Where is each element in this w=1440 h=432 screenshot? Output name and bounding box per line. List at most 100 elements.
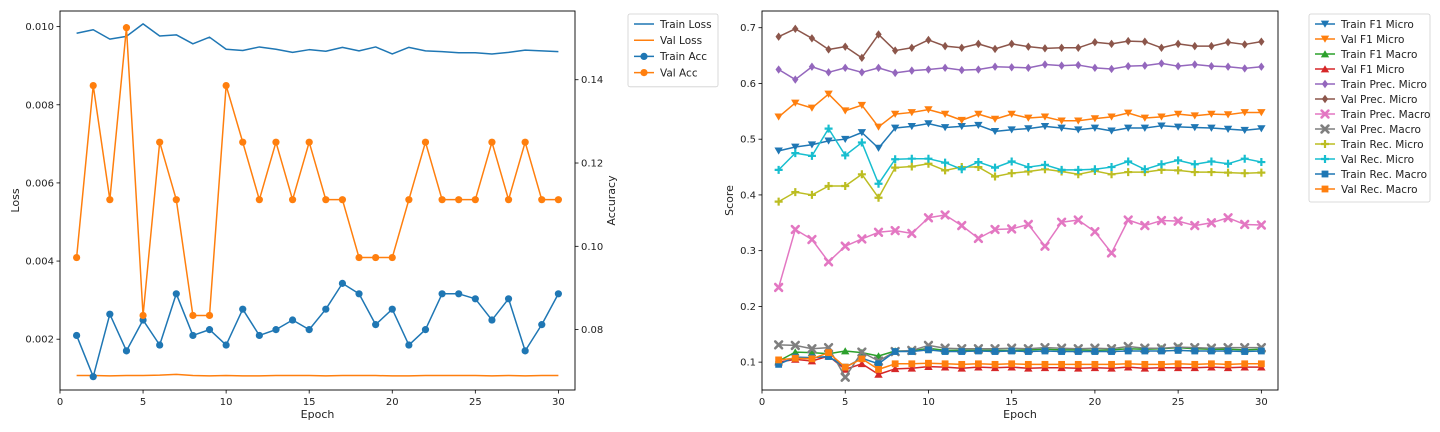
- left-chart-point-val-acc: [272, 138, 280, 146]
- left-chart-x-tick-label: 20: [386, 397, 399, 408]
- right-chart-point-train-f1-micro: [1007, 126, 1016, 134]
- right-chart-point-val-prec-macro: [773, 340, 784, 350]
- right-chart-point-val-prec-macro: [790, 340, 800, 351]
- left-chart-y-axis-label: Loss: [9, 188, 22, 212]
- right-chart-point-train-rec-macro: [1024, 348, 1032, 355]
- right-chart-point-val-rec-micro: [891, 155, 900, 164]
- right-chart-point-train-f1-micro: [1074, 126, 1083, 134]
- right-chart-y-tick-label: 0.1: [740, 358, 756, 369]
- right-chart-point-val-rec-macro: [908, 360, 916, 368]
- left-chart-legend-box: [627, 13, 719, 88]
- right-chart-point-train-prec-macro: [1040, 241, 1050, 251]
- right-chart-point-val-f1-micro: [1090, 115, 1100, 123]
- left-chart-series-val-loss: [76, 373, 559, 377]
- right-chart-point-val-rec-micro: [991, 163, 1000, 172]
- right-chart-point-val-f1-micro: [1223, 111, 1233, 119]
- right-chart-point-val-prec-micro: [1158, 43, 1165, 52]
- left-chart-point-val-acc: [488, 138, 496, 146]
- left-chart-point-val-acc: [538, 196, 546, 204]
- left-chart-legend-entry-val-loss: Val Loss: [634, 35, 702, 47]
- right-chart-point-val-prec-micro: [1008, 39, 1015, 49]
- right-chart-point-train-prec-macro: [957, 220, 967, 231]
- right-chart-point-train-rec-macro: [1074, 348, 1082, 355]
- left-chart-legend-label: Train Loss: [659, 19, 712, 31]
- right-chart-frame: [761, 10, 1279, 391]
- left-chart-point-val-acc: [521, 138, 529, 146]
- score-legend: Train F1 Micro Val F1 Micro Train F1 Macro…: [1308, 13, 1430, 203]
- left-chart-point-val-acc: [156, 138, 164, 146]
- right-chart-point-train-rec-micro: [774, 197, 783, 206]
- right-chart-point-val-rec-micro: [1007, 157, 1016, 166]
- right-chart-point-train-prec-micro: [1258, 62, 1265, 71]
- right-chart-x-tick-label: 10: [922, 397, 935, 408]
- left-chart-point-val-acc: [172, 196, 180, 204]
- right-chart-point-val-f1-micro: [874, 370, 883, 378]
- left-chart-x-tick-label: 0: [57, 397, 63, 408]
- right-chart-point-train-f1-micro: [791, 143, 800, 151]
- right-chart-legend-marker: [1321, 185, 1329, 193]
- right-chart-legend-entry-val-prec-micro: Val Prec. Micro: [1315, 94, 1417, 106]
- right-chart-point-train-prec-micro: [1224, 62, 1232, 71]
- left-chart-point-val-acc: [89, 81, 97, 90]
- right-chart-point-train-rec-macro: [925, 346, 932, 354]
- right-chart-point-train-f1-micro: [1223, 125, 1233, 133]
- right-chart-point-val-prec-micro: [1258, 37, 1265, 46]
- left-chart-series-train-loss: [76, 23, 559, 55]
- left-chart-y-tick-label: 0.006: [25, 178, 54, 189]
- right-chart-point-train-prec-macro: [1090, 227, 1100, 237]
- right-chart-point-val-f1-micro: [957, 364, 966, 372]
- right-chart-point-val-prec-micro: [1125, 36, 1132, 46]
- right-chart-point-train-rec-macro: [991, 348, 999, 355]
- right-chart-point-val-prec-micro: [1058, 43, 1065, 52]
- left-chart-point-train-acc: [438, 290, 446, 298]
- left-chart-y-tick-label: 0.002: [25, 335, 54, 346]
- left-chart-point-train-acc: [338, 279, 347, 287]
- right-chart-point-train-f1-macro: [791, 348, 800, 356]
- right-chart-point-train-prec-micro: [1008, 63, 1015, 72]
- right-chart-point-train-prec-micro: [1158, 59, 1165, 68]
- right-chart-point-val-rec-macro: [925, 359, 932, 367]
- right-chart-point-val-rec-macro: [974, 360, 982, 368]
- right-chart-point-train-rec-micro: [1257, 168, 1266, 177]
- left-chart-point-val-acc: [305, 138, 313, 146]
- left-chart-point-val-acc: [239, 138, 247, 146]
- right-chart-point-train-rec-micro: [1007, 169, 1016, 178]
- right-chart-point-val-f1-micro: [924, 106, 933, 114]
- right-chart-point-val-f1-micro: [907, 364, 917, 372]
- right-chart-point-train-prec-macro: [1106, 248, 1117, 258]
- right-chart-point-train-rec-macro: [825, 353, 832, 360]
- right-chart-point-val-rec-micro: [1190, 160, 1199, 169]
- right-chart-point-val-rec-macro: [791, 354, 799, 362]
- right-chart-point-train-prec-micro: [908, 66, 915, 75]
- left-chart-point-train-acc: [554, 290, 562, 298]
- right-chart-line-train-prec-micro: [778, 62, 1262, 81]
- right-chart-point-val-rec-macro: [1024, 360, 1032, 368]
- right-chart-point-val-rec-macro: [808, 355, 816, 363]
- left-chart-point-val-acc: [338, 196, 347, 204]
- right-chart-point-val-rec-micro: [1090, 165, 1099, 174]
- right-chart-legend-entry-train-prec-macro: Train Prec. Macro: [1315, 109, 1430, 121]
- right-chart-y-tick-label: 0.5: [740, 135, 756, 146]
- left-chart-point-val-acc: [106, 196, 114, 204]
- right-chart-point-train-prec-micro: [1141, 61, 1148, 70]
- loss-accuracy-legend: Train Loss Val Loss Train Acc Val Acc: [627, 13, 719, 88]
- right-chart-legend-entry-val-prec-macro: Val Prec. Macro: [1315, 124, 1421, 136]
- right-chart-y-tick-label: 0.3: [740, 246, 756, 257]
- right-chart-point-train-prec-micro: [925, 65, 932, 74]
- right-chart-point-train-f1-micro: [1157, 122, 1166, 130]
- right-chart-point-val-f1-micro: [1107, 364, 1116, 372]
- right-chart-x-tick-label: 0: [759, 397, 765, 408]
- right-chart-point-train-prec-micro: [991, 62, 999, 71]
- right-chart-point-val-f1-micro: [874, 123, 883, 131]
- right-chart-point-train-rec-macro: [1174, 347, 1182, 354]
- right-chart-point-train-rec-micro: [1107, 170, 1116, 179]
- left-chart-point-val-acc: [438, 196, 446, 204]
- left-chart-x-tick-label: 5: [140, 397, 146, 408]
- right-chart-point-val-f1-micro: [857, 101, 867, 109]
- right-chart-point-train-f1-micro: [1107, 127, 1116, 135]
- right-chart-point-train-prec-macro: [1123, 215, 1133, 225]
- left-chart-point-train-acc: [421, 326, 430, 334]
- right-chart-point-val-rec-micro: [1224, 159, 1233, 168]
- right-chart-point-val-rec-macro: [1158, 360, 1165, 368]
